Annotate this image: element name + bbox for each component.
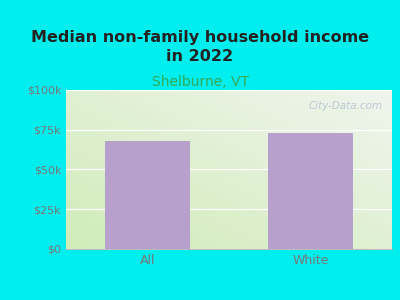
- Text: Shelburne, VT: Shelburne, VT: [152, 75, 248, 89]
- Text: Median non-family household income
in 2022: Median non-family household income in 20…: [31, 30, 369, 64]
- Text: City-Data.com: City-Data.com: [308, 101, 382, 111]
- Bar: [105, 141, 190, 249]
- Bar: [268, 133, 353, 249]
